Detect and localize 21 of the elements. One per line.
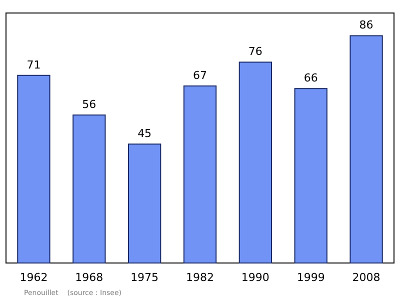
x-tick-label: 1975 [130,271,159,284]
data-label: 66 [304,72,318,85]
bar [350,35,383,264]
x-tick-label: 1962 [20,271,48,284]
bar [294,88,328,264]
bar [238,62,272,264]
data-label: 67 [193,68,207,82]
x-tick-label: 1999 [296,271,325,284]
x-tick-label: 1990 [241,271,270,284]
bar [72,114,106,264]
x-tick-label: 2008 [352,271,380,284]
data-label: 71 [26,58,41,72]
data-label: 76 [248,45,262,58]
x-tick-label: 1982 [186,271,214,284]
bar [128,144,162,264]
data-label: 56 [82,98,96,112]
bar [183,85,217,264]
x-tick-label: 1968 [75,271,104,284]
data-label: 45 [138,127,152,140]
bar [17,74,50,264]
data-label: 86 [359,18,374,32]
